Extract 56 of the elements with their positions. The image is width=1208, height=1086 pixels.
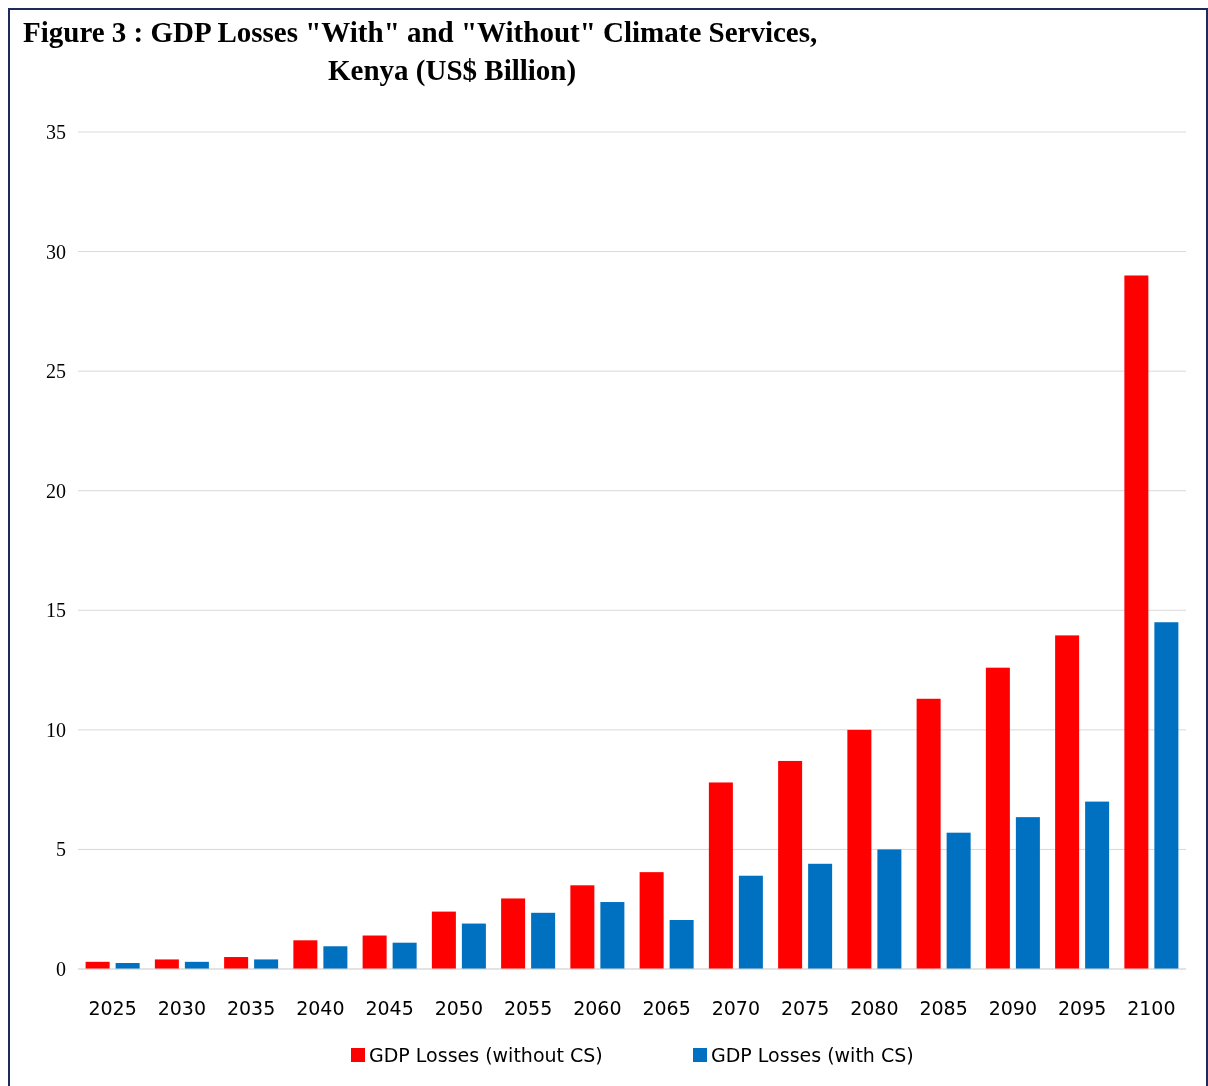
bar	[877, 849, 902, 969]
x-tick-label: 2050	[434, 997, 484, 1019]
x-tick-label: 2080	[850, 997, 899, 1019]
y-tick-label: 35	[46, 121, 66, 143]
x-tick-label: 2095	[1057, 997, 1107, 1019]
bar	[362, 935, 387, 969]
y-tick-label: 15	[46, 599, 66, 622]
bar	[531, 912, 556, 969]
bar	[778, 760, 803, 969]
bar	[154, 959, 179, 969]
bar	[323, 946, 348, 969]
bar	[600, 902, 625, 969]
x-tick-label: 2040	[296, 997, 345, 1019]
bar	[1055, 635, 1080, 969]
y-tick-label: 0	[56, 958, 66, 980]
x-tick-label: 2055	[503, 997, 553, 1019]
bar	[1015, 817, 1040, 969]
x-tick-label: 2035	[226, 997, 276, 1019]
x-tick-label: 2060	[573, 997, 622, 1019]
y-tick-label: 10	[46, 718, 66, 741]
y-tick-label: 20	[46, 479, 66, 502]
bar	[669, 919, 694, 969]
bar	[392, 942, 417, 969]
bar	[461, 923, 486, 969]
bar	[847, 729, 872, 969]
x-tick-label: 2045	[365, 997, 414, 1019]
bar	[708, 782, 733, 969]
x-tick-label: 2085	[919, 997, 968, 1019]
bar	[293, 940, 318, 969]
bar	[946, 832, 971, 969]
bar	[916, 698, 941, 969]
legend-label: GDP Losses (with CS)	[711, 1044, 914, 1066]
bar	[254, 959, 279, 969]
x-tick-label: 2070	[711, 997, 761, 1019]
bar	[808, 863, 833, 969]
bar	[570, 885, 595, 969]
legend-label: GDP Losses (without CS)	[369, 1044, 603, 1066]
bar	[501, 898, 526, 969]
bar	[985, 667, 1010, 969]
y-tick-label: 25	[46, 360, 66, 383]
y-tick-label: 30	[46, 240, 66, 263]
y-tick-label: 5	[56, 838, 66, 861]
x-tick-label: 2100	[1127, 997, 1176, 1019]
bar	[1085, 801, 1110, 969]
x-tick-label: 2090	[988, 997, 1038, 1019]
bar	[1124, 275, 1149, 969]
x-tick-label: 2030	[157, 997, 207, 1019]
x-tick-label: 2075	[780, 997, 830, 1019]
x-tick-label: 2025	[88, 997, 137, 1019]
bar	[431, 911, 456, 969]
x-tick-label: 2065	[642, 997, 691, 1019]
chart-title: Figure 3 : GDP Losses "With" and "Without" Climate Services, Kenya (US$ Billion)	[23, 16, 818, 87]
bar	[738, 875, 763, 969]
bar	[224, 957, 249, 969]
bar	[639, 872, 664, 969]
bar	[1154, 622, 1179, 969]
